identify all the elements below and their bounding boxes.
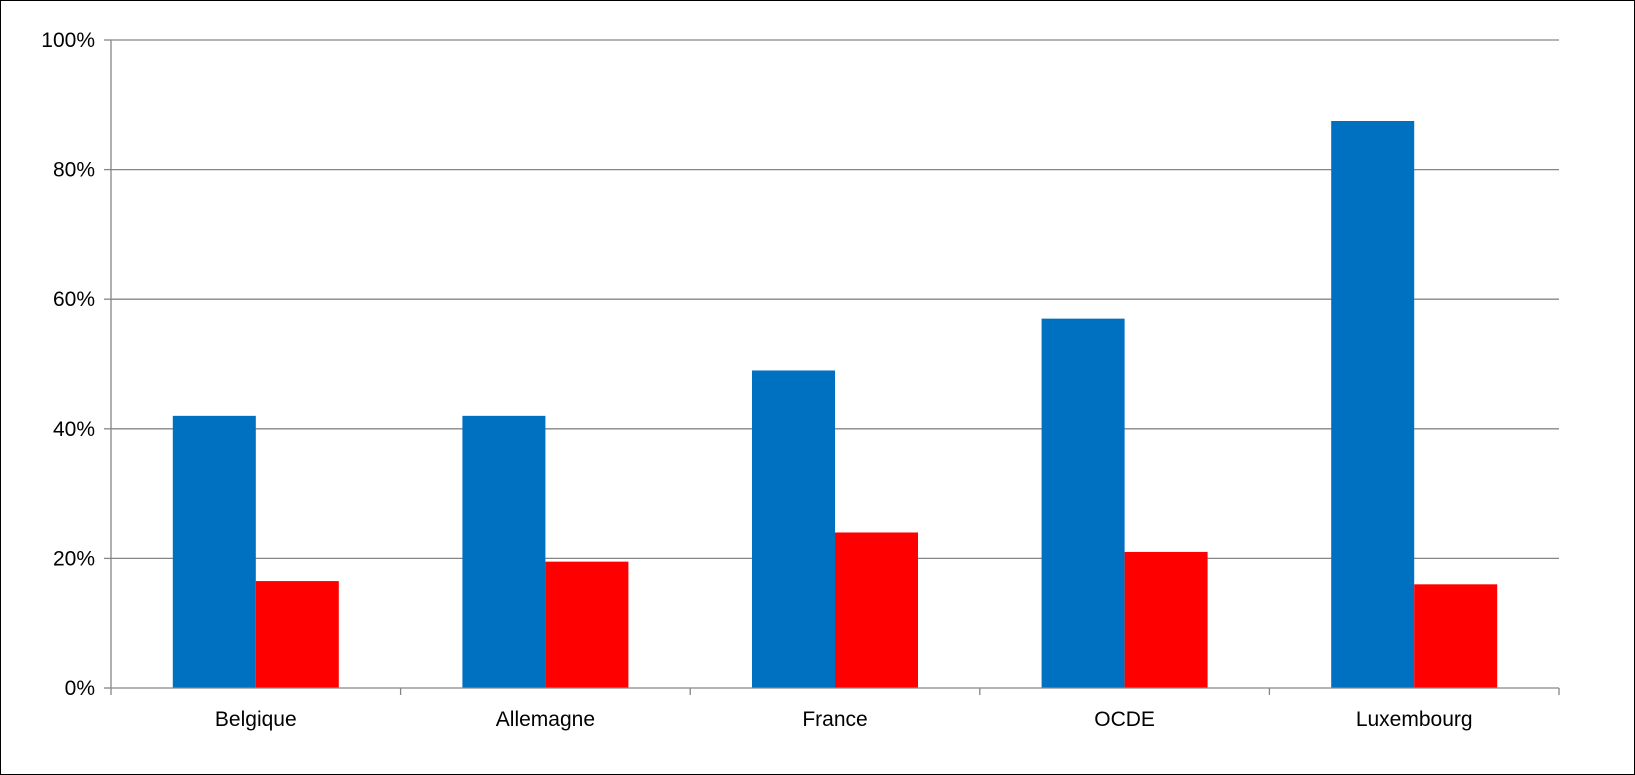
x-category-label: Belgique: [215, 708, 297, 731]
bar-luxembourg-series-1: [1331, 121, 1415, 688]
y-tick-label: 40%: [53, 418, 95, 441]
labels: 0% 20% 40% 60% 80% 100% Belgique Allemagne Franc…: [41, 29, 1472, 731]
y-tick-label: 80%: [53, 159, 95, 182]
y-tick-label: 20%: [53, 547, 95, 570]
bar-france-series-1: [752, 370, 835, 688]
bar-ocde-series-1: [1041, 318, 1125, 688]
y-tick-label: 100%: [41, 29, 95, 52]
bar-france-series-2: [835, 532, 918, 688]
bar-allemagne-series-2: [545, 561, 629, 688]
axes: [104, 39, 1560, 695]
y-tick-label: 60%: [53, 288, 95, 311]
x-category-label: OCDE: [1094, 708, 1155, 731]
bar-allemagne-series-1: [462, 415, 546, 688]
gridlines: [111, 39, 1559, 560]
bar-ocde-series-2: [1124, 551, 1208, 688]
bar-luxembourg-series-2: [1414, 584, 1498, 688]
bar-belgique-series-2: [255, 581, 339, 688]
y-tick-label: 0%: [65, 677, 95, 700]
x-category-label: Allemagne: [496, 708, 595, 731]
x-category-label: France: [802, 708, 867, 731]
bar-belgique-series-1: [172, 415, 256, 688]
bars: [172, 121, 1498, 688]
x-category-label: Luxembourg: [1356, 708, 1473, 731]
